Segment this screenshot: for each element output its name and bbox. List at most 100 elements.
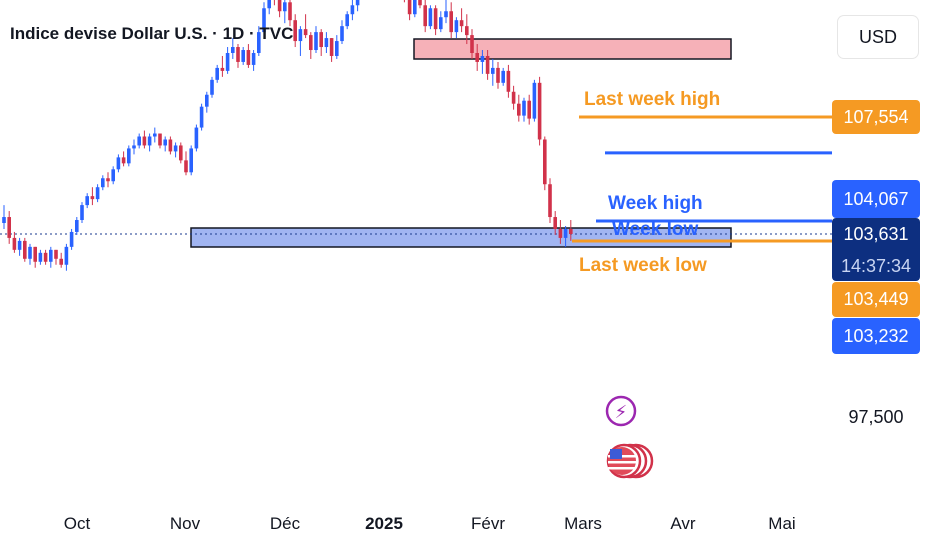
candle-body — [132, 145, 136, 149]
candle-body — [563, 228, 568, 238]
us-flag-icon — [606, 443, 654, 479]
candle-body — [95, 187, 100, 200]
candle-body — [49, 249, 53, 262]
x-axis-label: Mars — [564, 514, 602, 533]
candle-body — [501, 70, 505, 83]
candle-body — [298, 29, 303, 42]
candle-body — [537, 82, 542, 140]
candle-body — [116, 157, 121, 170]
candle-body — [137, 136, 141, 146]
flag-stripe — [608, 467, 636, 470]
candle-body — [85, 196, 89, 206]
candle-body — [558, 228, 563, 238]
candle-body — [527, 100, 531, 119]
candle-body — [173, 145, 178, 152]
x-axis-label: Oct — [64, 514, 91, 533]
candle-body — [423, 5, 427, 27]
candle-body — [267, 0, 271, 9]
candle-body — [345, 14, 349, 27]
candle-body — [215, 67, 219, 80]
candle-body — [101, 178, 105, 188]
zones-layer — [0, 38, 832, 248]
candle-body — [246, 50, 251, 65]
candle-body — [444, 11, 448, 18]
candle-body — [106, 178, 110, 182]
last-week-low-label: Last week low — [579, 255, 707, 276]
candle-body — [33, 246, 37, 262]
candle-body — [257, 32, 261, 53]
candle-body — [277, 0, 282, 12]
candle-body — [121, 157, 126, 164]
lightning-icon-ring — [605, 395, 637, 427]
candle-body — [2, 217, 6, 223]
candle-body — [184, 160, 188, 173]
y-axis-tick: 97,500 — [848, 406, 904, 427]
x-axis-label: Avr — [670, 514, 696, 533]
candle-body — [142, 136, 147, 146]
last-week-high-label: Last week high — [584, 89, 720, 110]
candle-body — [220, 67, 225, 71]
candle-body — [449, 11, 453, 33]
candle-body — [189, 148, 193, 173]
candle-body — [90, 196, 95, 200]
candle-body — [355, 0, 360, 6]
candle-body — [475, 52, 479, 62]
candle-body — [485, 55, 490, 74]
candle-body — [532, 82, 537, 119]
candle-body — [7, 217, 11, 238]
candle-body — [12, 237, 17, 250]
x-axis-label: Mai — [768, 514, 795, 533]
levels-layer: Last week high Week high Week low Last week… — [572, 89, 832, 479]
candle-body — [179, 145, 183, 161]
candle-body — [43, 252, 48, 262]
candle-body — [38, 252, 43, 262]
candle-body — [23, 240, 27, 259]
candle-body — [428, 8, 433, 27]
candle-body — [163, 139, 167, 146]
candle-body — [75, 220, 79, 232]
candle-body — [153, 133, 157, 137]
candle-body — [199, 106, 204, 128]
resistance-zone — [413, 38, 732, 60]
candle-body — [69, 231, 74, 247]
candle-body — [251, 52, 256, 65]
week-high-label: Week high — [608, 193, 703, 214]
candle-body — [439, 17, 443, 30]
candle-body — [236, 47, 240, 62]
candle-body — [548, 184, 552, 218]
x-axis-label: Nov — [170, 514, 201, 533]
candle-body — [413, 0, 417, 15]
candle-body — [329, 38, 334, 56]
candle-body — [309, 35, 313, 51]
candle-body — [569, 228, 573, 235]
price-tag-week-low: 103,232 — [832, 318, 920, 354]
candle-body — [433, 8, 438, 30]
candle-body — [511, 91, 516, 104]
candle-body — [147, 136, 152, 146]
candle-body — [28, 246, 32, 259]
candle-body — [111, 169, 115, 182]
candle-body — [407, 0, 412, 15]
candle-body — [17, 240, 22, 250]
price-tag-last-week-high: 107,554 — [832, 100, 920, 134]
candle-body — [293, 20, 297, 42]
currency-button[interactable]: USD — [838, 16, 918, 58]
price-tag-current: 103,631 — [832, 218, 920, 251]
candle-body — [553, 217, 557, 229]
candle-body — [543, 139, 547, 185]
countdown-tag: 14:37:34 — [832, 251, 920, 281]
chart-title: Indice devise Dollar U.S. · 1D · TVC — [10, 24, 294, 43]
x-axis-label: Févr — [471, 514, 505, 533]
candle-body — [210, 79, 214, 95]
candle-body — [522, 100, 526, 116]
candle-body — [465, 26, 469, 36]
candle-body — [480, 55, 485, 62]
candle-body — [303, 29, 308, 36]
candle-body — [80, 205, 84, 221]
candle-body — [59, 258, 63, 265]
lightning-glyph: ⚡ — [615, 402, 628, 423]
candle-body — [340, 26, 344, 42]
week-low-label: Week low — [612, 219, 698, 240]
candle-body — [64, 246, 69, 265]
